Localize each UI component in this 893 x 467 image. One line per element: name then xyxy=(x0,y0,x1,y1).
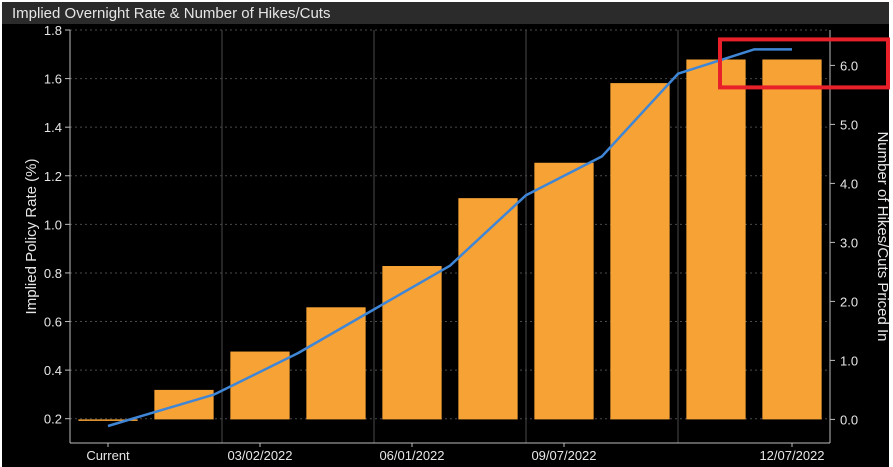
y-tick-label-left: 0.2 xyxy=(44,412,62,427)
x-tick-label: Current xyxy=(86,448,130,463)
bar xyxy=(382,266,442,420)
bar xyxy=(78,419,138,421)
y-tick-label-left: 1.8 xyxy=(44,23,62,38)
y-tick-label-right: 3.0 xyxy=(840,235,858,250)
chart-title: Implied Overnight Rate & Number of Hikes… xyxy=(12,5,331,22)
bar xyxy=(610,83,670,420)
x-tick-label: 06/01/2022 xyxy=(379,448,444,463)
x-tick-label: 09/07/2022 xyxy=(531,448,596,463)
y-tick-label-left: 1.0 xyxy=(44,217,62,232)
y-tick-label-left: 0.8 xyxy=(44,266,62,281)
line-series xyxy=(107,48,792,428)
y-tick-label-left: 0.6 xyxy=(44,315,62,330)
y-tick-label-left: 1.2 xyxy=(44,169,62,184)
bar xyxy=(306,307,366,420)
y-tick-label-right: 5.0 xyxy=(840,117,858,132)
y-tick-label-left: 1.6 xyxy=(44,72,62,87)
highlight-box xyxy=(718,37,890,90)
y-tick-label-right: 0.0 xyxy=(840,412,858,427)
bar xyxy=(458,198,518,420)
bar xyxy=(534,162,594,420)
y-tick-label-right: 4.0 xyxy=(840,176,858,191)
y-tick-label-left: 0.4 xyxy=(44,363,62,378)
y-axis-title-left: Implied Policy Rate (%) xyxy=(23,159,40,315)
x-tick-label: 12/07/2022 xyxy=(759,448,824,463)
title-bar: Implied Overnight Rate & Number of Hikes… xyxy=(2,2,889,24)
x-tick-label: 03/02/2022 xyxy=(227,448,292,463)
y-tick-label-right: 2.0 xyxy=(840,294,858,309)
bar xyxy=(686,59,746,420)
y-tick-label-left: 1.4 xyxy=(44,120,62,135)
y-tick-label-right: 1.0 xyxy=(840,353,858,368)
y-axis-title-right: Number of Hikes/Cuts Priced In xyxy=(874,131,891,341)
y-tick-label-right: 6.0 xyxy=(840,58,858,73)
bar xyxy=(762,59,822,420)
